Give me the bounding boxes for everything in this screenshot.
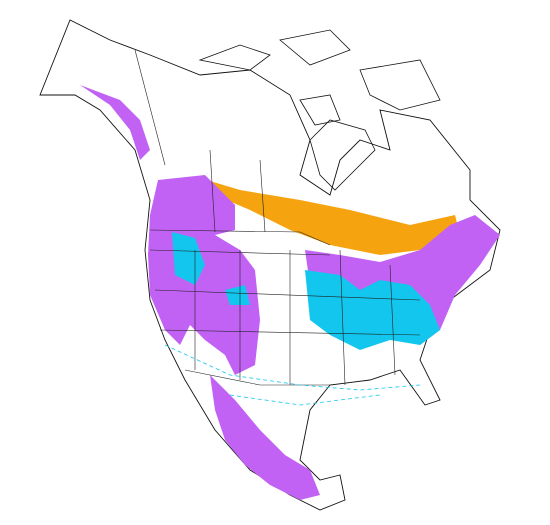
island <box>359 59 441 111</box>
border-line <box>209 149 216 233</box>
range-year-round <box>210 375 320 500</box>
range-breeding <box>200 178 460 255</box>
borders <box>134 49 421 386</box>
range-boundary <box>164 344 421 391</box>
range-layers <box>80 85 500 500</box>
island <box>198 44 271 71</box>
border-line <box>339 249 346 386</box>
range-year-round <box>80 85 150 160</box>
range-boundary <box>229 394 381 406</box>
border-line <box>149 229 331 246</box>
range-winter <box>225 285 250 305</box>
arctic-islands <box>198 29 441 126</box>
range-year-round <box>148 175 260 375</box>
border-line <box>134 49 166 166</box>
range-winter <box>305 270 440 350</box>
island <box>299 94 341 126</box>
island <box>279 29 351 66</box>
border-line <box>184 369 330 386</box>
range-winter <box>172 232 205 285</box>
hudson-bay <box>309 119 376 191</box>
border-line <box>389 264 396 376</box>
border-line <box>259 159 266 233</box>
land <box>39 19 501 511</box>
border-line <box>154 289 421 301</box>
